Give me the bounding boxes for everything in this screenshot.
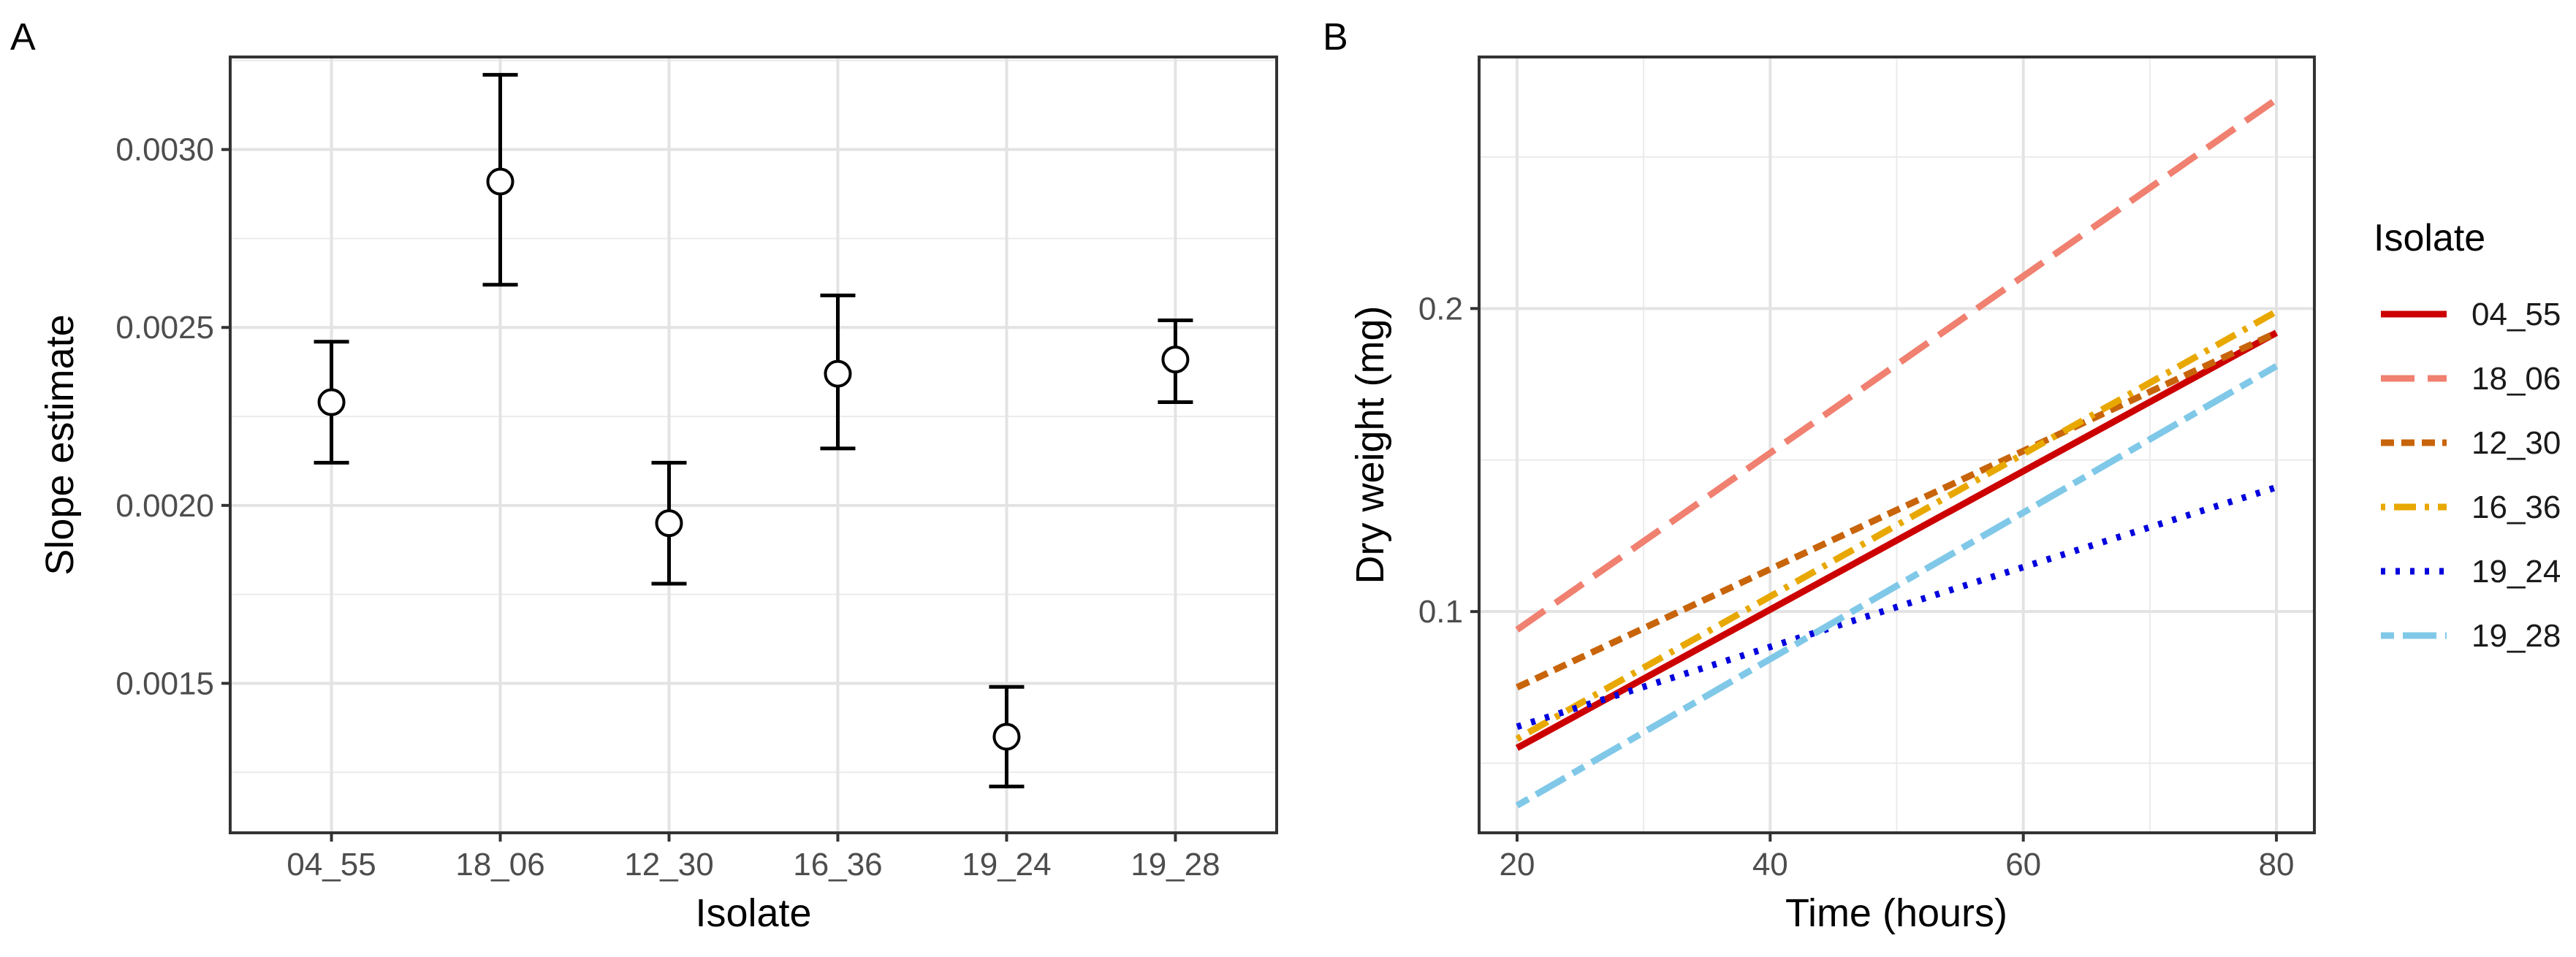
y-tick-label: 0.0015 [115, 666, 214, 701]
x-tick-label: 19_28 [1131, 847, 1220, 882]
series-line-04_55 [1515, 329, 2279, 751]
panel-b-legend: Isolate 04_55 18_06 12_30 16_36 19_24 19_28 [2374, 217, 2561, 654]
panel-b: B 20 40 60 80 0.1 0.2 Time (hours) Dry weight… [1323, 16, 2561, 935]
point-19_24 [992, 722, 1021, 751]
panel-b-y-axis-title: Dry weight (mg) [1348, 305, 1392, 584]
legend-label-04_55: 04_55 [2471, 297, 2561, 332]
series-line-18_06 [1515, 96, 2279, 633]
y-tick-label: 0.0020 [115, 488, 214, 524]
panel-b-axes: 20 40 60 80 0.1 0.2 [1418, 291, 2295, 882]
x-tick-label: 80 [2259, 847, 2295, 882]
point-04_55 [317, 388, 346, 416]
x-tick-label: 19_24 [962, 847, 1051, 882]
legend-label-19_24: 19_24 [2471, 554, 2561, 590]
panel-a-border [229, 56, 1278, 834]
point-12_30 [655, 509, 683, 538]
series-line-16_36 [1515, 308, 2279, 742]
x-tick-label: 20 [1499, 847, 1535, 882]
panel-b-x-axis-title: Time (hours) [1785, 891, 2007, 935]
x-tick-label: 04_55 [286, 847, 376, 882]
panel-a: A 0.0015 0.0020 0.0025 0.0030 04_55 18_06 12_3… [10, 16, 1278, 935]
legend-label-16_36: 16_36 [2471, 489, 2561, 525]
point-18_06 [486, 167, 514, 196]
panel-b-label: B [1323, 16, 1348, 58]
panel-b-marks [1515, 96, 2279, 809]
panel-a-x-axis-title: Isolate [695, 891, 811, 935]
panel-a-label: A [10, 16, 36, 58]
panel-a-axes: 0.0015 0.0020 0.0025 0.0030 04_55 18_06 12_30 1… [115, 132, 1220, 882]
point-19_28 [1161, 346, 1190, 374]
panel-a-marks [314, 72, 1193, 789]
x-tick-label: 40 [1752, 847, 1788, 882]
legend-title: Isolate [2374, 217, 2485, 259]
panel-b-border [1478, 56, 2316, 834]
y-tick-label: 0.0030 [115, 132, 214, 168]
y-tick-label: 0.2 [1418, 291, 1463, 327]
legend-label-19_28: 19_28 [2471, 618, 2561, 654]
panel-a-y-axis-title: Slope estimate [38, 314, 82, 575]
y-tick-label: 0.1 [1418, 594, 1463, 630]
point-16_36 [824, 359, 852, 388]
x-tick-label: 16_36 [793, 847, 882, 882]
series-line-19_24 [1516, 484, 2278, 731]
series-line-12_30 [1516, 329, 2278, 690]
panel-b-gridlines [1479, 57, 2314, 833]
legend-label-18_06: 18_06 [2471, 361, 2561, 397]
series-line-19_28 [1515, 363, 2279, 809]
x-tick-label: 60 [2005, 847, 2041, 882]
x-tick-label: 18_06 [455, 847, 544, 882]
legend-label-12_30: 12_30 [2471, 425, 2561, 461]
x-tick-label: 12_30 [624, 847, 713, 882]
y-tick-label: 0.0025 [115, 310, 214, 346]
panel-a-plot-area [230, 57, 1277, 833]
